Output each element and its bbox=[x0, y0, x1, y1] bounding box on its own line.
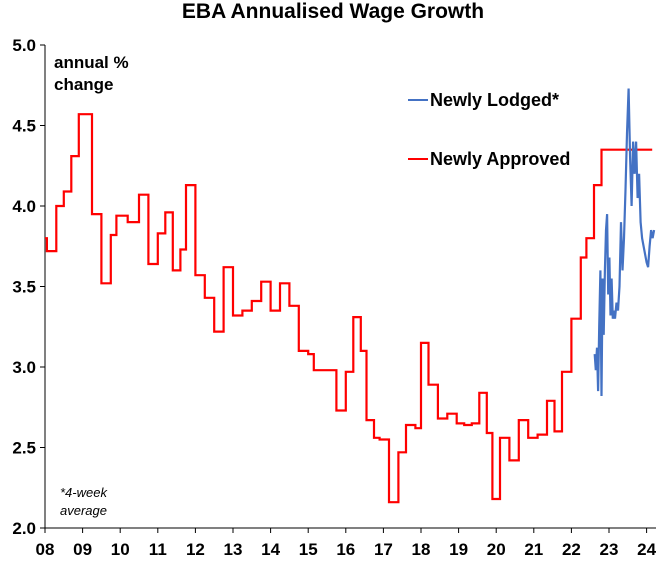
y-axis-unit-label-line2: change bbox=[54, 75, 114, 94]
legend-label-newly-lodged: Newly Lodged* bbox=[430, 90, 559, 110]
legend-label-newly-approved: Newly Approved bbox=[430, 149, 570, 169]
series-line-newly-approved bbox=[45, 113, 653, 504]
y-axis-unit-label-line1: annual % bbox=[54, 53, 129, 72]
x-tick-label: 15 bbox=[299, 540, 318, 559]
y-tick-label: 5.0 bbox=[12, 36, 36, 55]
y-tick-label: 3.0 bbox=[12, 358, 36, 377]
x-tick-label: 12 bbox=[186, 540, 205, 559]
series-line-newly-lodged bbox=[593, 88, 656, 397]
x-tick-label: 18 bbox=[412, 540, 431, 559]
x-tick-label: 13 bbox=[224, 540, 243, 559]
x-tick-label: 24 bbox=[637, 540, 656, 559]
footnote-line1: *4-week bbox=[60, 485, 108, 500]
x-tick-label: 21 bbox=[524, 540, 543, 559]
x-tick-label: 10 bbox=[111, 540, 130, 559]
x-tick-label: 20 bbox=[487, 540, 506, 559]
y-tick-label: 2.5 bbox=[12, 439, 36, 458]
y-tick-label: 4.5 bbox=[12, 117, 36, 136]
x-tick-label: 23 bbox=[600, 540, 619, 559]
x-tick-label: 09 bbox=[73, 540, 92, 559]
x-tick-label: 22 bbox=[562, 540, 581, 559]
chart-title: EBA Annualised Wage Growth bbox=[182, 0, 484, 23]
y-tick-label: 4.0 bbox=[12, 197, 36, 216]
legend: Newly Lodged* Newly Approved bbox=[408, 90, 570, 169]
x-tick-label: 16 bbox=[336, 540, 355, 559]
footnote-line2: average bbox=[60, 503, 107, 518]
y-tick-label: 2.0 bbox=[12, 519, 36, 538]
x-tick-label: 08 bbox=[36, 540, 55, 559]
x-tick-label: 14 bbox=[261, 540, 280, 559]
x-tick-label: 11 bbox=[149, 540, 167, 559]
y-tick-label: 3.5 bbox=[12, 278, 36, 297]
x-tick-label: 19 bbox=[449, 540, 468, 559]
series-layer bbox=[45, 88, 656, 504]
x-tick-label: 17 bbox=[374, 540, 393, 559]
axes-layer: 5.0 4.5 4.0 3.5 3.0 2.5 2.008 09 10 11 12 13 14 15 16 1… bbox=[12, 36, 656, 559]
